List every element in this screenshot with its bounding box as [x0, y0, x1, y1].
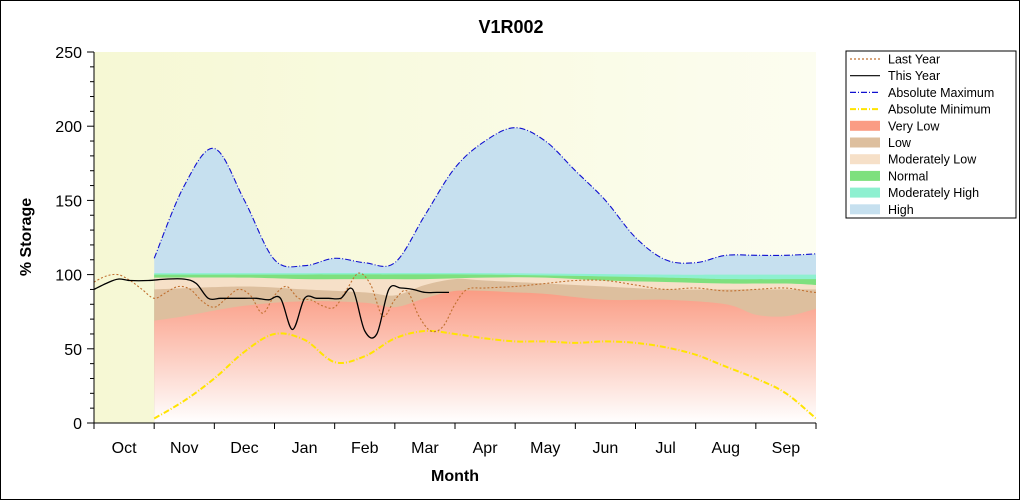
band-very-low — [154, 290, 816, 423]
legend-label-last-year: Last Year — [888, 53, 940, 67]
legend-label-normal: Normal — [888, 169, 928, 183]
x-tick-label-aug: Aug — [712, 440, 740, 457]
y-tick-label: 150 — [55, 193, 82, 210]
x-tick-label-apr: Apr — [473, 440, 499, 457]
legend-item-last-year: Last Year — [850, 53, 940, 67]
x-tick-label-nov: Nov — [170, 440, 198, 457]
legend-item-high: High — [850, 203, 914, 217]
x-tick-label-feb: Feb — [351, 440, 379, 457]
x-tick-label-jun: Jun — [593, 440, 619, 457]
x-tick-label-sep: Sep — [772, 440, 801, 457]
axes: 0 50 100 150 200 250 Oct Nov Dec Jan Feb Mar Apr May J… — [55, 45, 817, 457]
series-absolute-maximum — [153, 127, 816, 268]
legend-swatch-low — [850, 137, 880, 148]
series-last-year — [94, 272, 816, 333]
series-this-year — [94, 278, 449, 339]
x-tick-label-mar: Mar — [411, 440, 439, 457]
legend-label-absolute-minimum: Absolute Minimum — [888, 103, 991, 117]
legend-swatch-normal — [850, 170, 880, 181]
x-tick-label-oct: Oct — [112, 440, 137, 457]
series-layer — [94, 127, 816, 420]
legend-item-very-low: Very Low — [850, 119, 940, 133]
x-tick-label-dec: Dec — [230, 440, 258, 457]
y-tick-label: 200 — [55, 119, 82, 136]
legend-label-high: High — [888, 203, 914, 217]
legend-item-absolute-maximum: Absolute Maximum — [850, 86, 994, 100]
legend-item-low: Low — [850, 136, 912, 150]
y-tick-label: 50 — [64, 342, 82, 359]
x-tick-label-jan: Jan — [292, 440, 318, 457]
legend-item-this-year: This Year — [850, 69, 940, 83]
legend-swatch-very-low — [850, 120, 880, 131]
y-tick-label: 100 — [55, 268, 82, 285]
legend-item-absolute-minimum: Absolute Minimum — [850, 103, 991, 117]
y-axis-label: % Storage — [18, 198, 35, 276]
legend: Last Year This Year Absolute Maximum Absolu… — [845, 50, 1017, 219]
y-tick-label: 0 — [73, 416, 82, 433]
series-absolute-minimum — [153, 329, 816, 420]
legend-label-absolute-maximum: Absolute Maximum — [888, 86, 994, 100]
y-tick-label: 250 — [55, 45, 82, 62]
legend-swatch-moderately-high — [850, 187, 880, 198]
band-layer — [154, 127, 816, 423]
legend-label-this-year: This Year — [888, 69, 940, 83]
legend-swatch-high — [850, 204, 880, 215]
x-tick-label-jul: Jul — [655, 440, 675, 457]
x-tick-label-may: May — [530, 440, 560, 457]
legend-item-moderately-low: Moderately Low — [850, 153, 977, 167]
legend-item-moderately-high: Moderately High — [850, 186, 979, 200]
chart-title: V1R002 — [478, 17, 543, 37]
legend-label-moderately-low: Moderately Low — [888, 153, 977, 167]
legend-label-moderately-high: Moderately High — [888, 186, 979, 200]
legend-label-low: Low — [888, 136, 912, 150]
legend-item-normal: Normal — [850, 169, 928, 183]
legend-swatch-moderately-low — [850, 154, 880, 165]
legend-label-very-low: Very Low — [888, 119, 940, 133]
x-axis-label: Month — [431, 468, 479, 485]
